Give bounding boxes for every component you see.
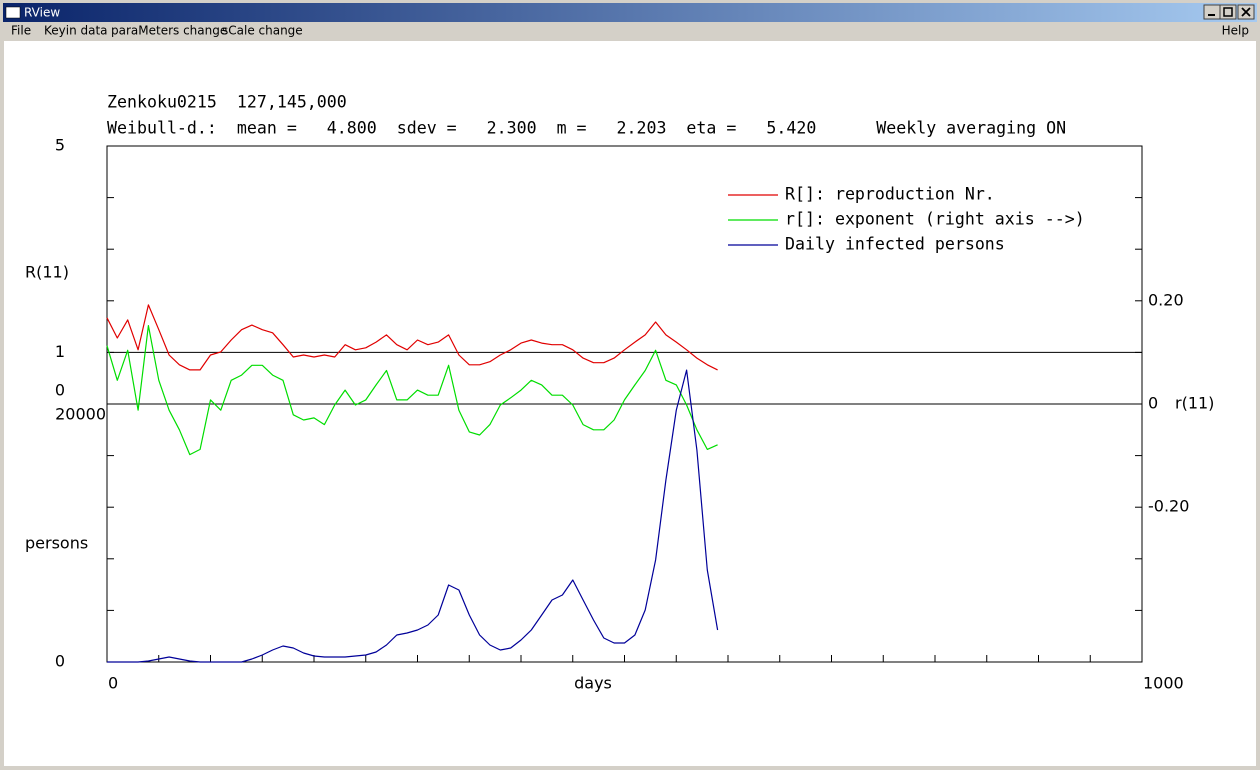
y3-tick-label: 20000 — [55, 405, 106, 424]
y2-tick-label: 0.20 — [1148, 290, 1184, 309]
menu-bar — [3, 22, 1257, 40]
legend-label: R[]: reproduction Nr. — [785, 185, 995, 204]
menu-item[interactable]: Keyin data — [44, 24, 108, 38]
chart-subtitle: Weibull-d.: mean = 4.800 sdev = 2.300 m … — [107, 119, 1066, 138]
x-axis-label: days — [574, 674, 612, 693]
data-line — [106, 325, 718, 456]
legend-label: Daily infected persons — [785, 235, 1005, 254]
data-line — [107, 369, 719, 663]
minimize-button[interactable] — [1203, 4, 1221, 20]
menu-item[interactable]: File — [11, 24, 31, 38]
maximize-button[interactable] — [1219, 4, 1237, 20]
y-tick-label: 5 — [55, 136, 65, 155]
x-tick-label: 0 — [108, 674, 118, 693]
app-icon — [5, 6, 21, 19]
window-title: RView — [24, 6, 60, 20]
y-axis-label: R(11) — [25, 263, 69, 282]
y2-axis-label: r(11) — [1175, 394, 1214, 413]
y3-tick-label: 0 — [55, 652, 65, 671]
window-buttons — [1203, 4, 1255, 20]
data-line — [106, 304, 718, 371]
y2-tick-label: -0.20 — [1148, 497, 1189, 516]
legend-label: r[]: exponent (right axis -->) — [785, 210, 1085, 229]
chart-title: Zenkoku0215 127,145,000 — [107, 93, 347, 112]
menu-help[interactable]: Help — [1222, 24, 1249, 38]
menu-item[interactable]: paraMeters change — [111, 24, 227, 38]
title-bar — [3, 3, 1257, 22]
y2-tick-label: 0 — [1148, 394, 1158, 413]
y3-axis-label: persons — [25, 534, 88, 553]
menu-item[interactable]: sCale change — [222, 24, 303, 38]
close-icon — [1241, 7, 1251, 17]
y-tick-label: 1 — [55, 342, 65, 361]
y-tick-label: 0 — [55, 381, 65, 400]
x-tick-label: 1000 — [1143, 674, 1184, 693]
maximize-icon — [1223, 7, 1233, 17]
